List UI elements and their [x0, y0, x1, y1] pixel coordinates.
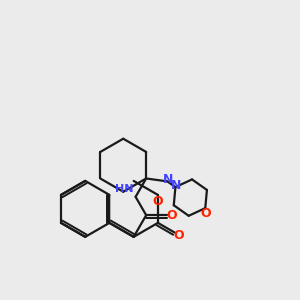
Text: O: O [201, 207, 212, 220]
Text: N: N [171, 179, 181, 192]
Text: O: O [174, 229, 184, 242]
Text: O: O [152, 195, 163, 208]
Text: N: N [163, 173, 173, 186]
Text: HN: HN [115, 184, 134, 194]
Text: O: O [167, 209, 177, 222]
